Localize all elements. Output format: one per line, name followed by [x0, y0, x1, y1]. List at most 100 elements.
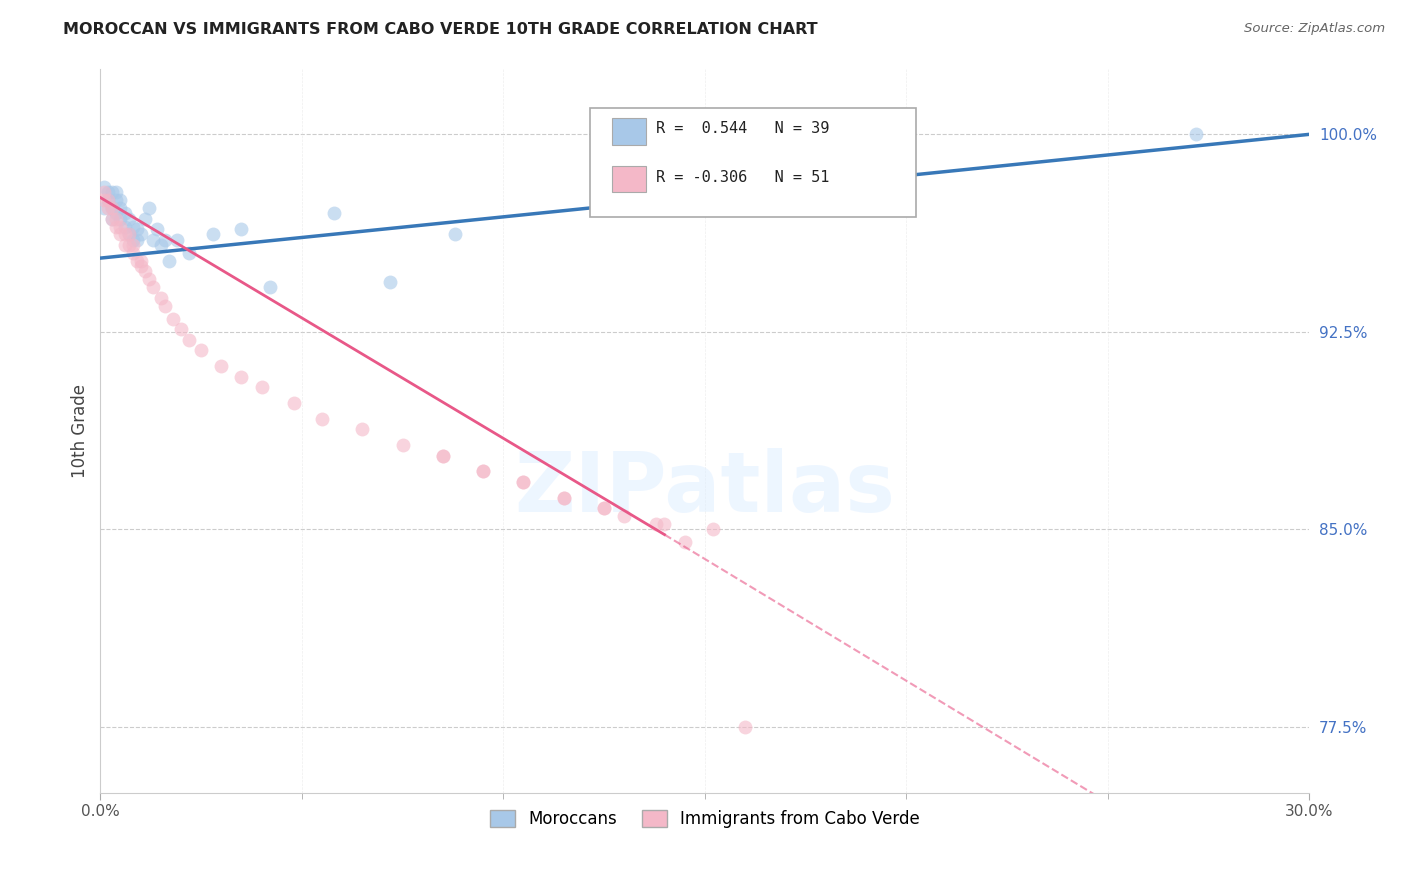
Point [209, 359, 232, 373]
Point [432, 449, 454, 463]
Point [110, 201, 132, 215]
Point [105, 186, 128, 200]
Text: R = -0.306   N = 51: R = -0.306 N = 51 [657, 169, 830, 185]
Point [512, 475, 534, 489]
Point [117, 227, 139, 242]
Point [153, 233, 176, 247]
Text: R =  0.544   N = 39: R = 0.544 N = 39 [657, 121, 830, 136]
Point [121, 233, 143, 247]
Point [702, 522, 724, 536]
Point [1185, 128, 1208, 142]
Point [512, 475, 534, 489]
Text: MOROCCAN VS IMMIGRANTS FROM CABO VERDE 10TH GRADE CORRELATION CHART: MOROCCAN VS IMMIGRANTS FROM CABO VERDE 1… [63, 22, 818, 37]
Point [231, 369, 253, 384]
Y-axis label: 10th Grade: 10th Grade [72, 384, 89, 477]
Point [97, 201, 120, 215]
Point [153, 298, 176, 312]
Point [93, 180, 115, 194]
Point [110, 227, 132, 242]
Point [97, 193, 120, 207]
Point [444, 227, 467, 242]
Point [166, 233, 188, 247]
Point [157, 253, 180, 268]
Point [101, 186, 124, 200]
Point [101, 211, 124, 226]
Point [105, 211, 128, 226]
Point [93, 201, 115, 215]
Point [250, 380, 273, 394]
Text: Source: ZipAtlas.com: Source: ZipAtlas.com [1244, 22, 1385, 36]
Point [149, 291, 172, 305]
Point [125, 253, 148, 268]
Point [114, 227, 136, 242]
Point [129, 253, 152, 268]
Point [93, 186, 115, 200]
Point [391, 438, 413, 452]
Text: ZIPatlas: ZIPatlas [515, 448, 896, 529]
Point [202, 227, 225, 242]
Point [702, 195, 724, 210]
Point [673, 535, 696, 549]
Point [129, 259, 152, 273]
Point [553, 491, 575, 505]
Point [142, 280, 165, 294]
Point [472, 464, 495, 478]
Point [138, 201, 160, 215]
Point [613, 509, 636, 524]
Point [125, 233, 148, 247]
Point [283, 396, 305, 410]
Point [380, 275, 402, 289]
Point [121, 245, 143, 260]
Point [352, 422, 374, 436]
Point [162, 311, 184, 326]
Point [593, 501, 616, 516]
Point [114, 219, 136, 234]
Point [114, 238, 136, 252]
Point [645, 517, 668, 532]
Point [190, 343, 212, 358]
Point [259, 280, 281, 294]
Point [110, 211, 132, 226]
Point [177, 245, 200, 260]
Point [105, 193, 128, 207]
Point [129, 227, 152, 242]
Point [105, 206, 128, 220]
FancyBboxPatch shape [612, 119, 645, 145]
Point [472, 464, 495, 478]
Point [553, 491, 575, 505]
Point [117, 211, 139, 226]
Point [323, 206, 346, 220]
Point [117, 238, 139, 252]
Point [117, 227, 139, 242]
Point [138, 272, 160, 286]
Point [142, 233, 165, 247]
Point [231, 222, 253, 236]
Point [110, 193, 132, 207]
Point [121, 219, 143, 234]
Legend: Moroccans, Immigrants from Cabo Verde: Moroccans, Immigrants from Cabo Verde [484, 804, 927, 835]
Point [110, 219, 132, 234]
Point [177, 333, 200, 347]
Point [114, 206, 136, 220]
FancyBboxPatch shape [612, 166, 645, 192]
Point [654, 517, 676, 532]
Point [93, 193, 115, 207]
Point [145, 222, 167, 236]
Point [734, 720, 756, 734]
Point [121, 238, 143, 252]
Point [101, 201, 124, 215]
Point [593, 501, 616, 516]
Point [311, 411, 333, 425]
Point [105, 219, 128, 234]
Point [432, 449, 454, 463]
Point [170, 322, 193, 336]
Point [97, 186, 120, 200]
Point [97, 193, 120, 207]
Point [149, 238, 172, 252]
Point [101, 211, 124, 226]
Point [134, 264, 156, 278]
FancyBboxPatch shape [591, 108, 917, 217]
Point [134, 211, 156, 226]
Point [125, 222, 148, 236]
Point [101, 201, 124, 215]
